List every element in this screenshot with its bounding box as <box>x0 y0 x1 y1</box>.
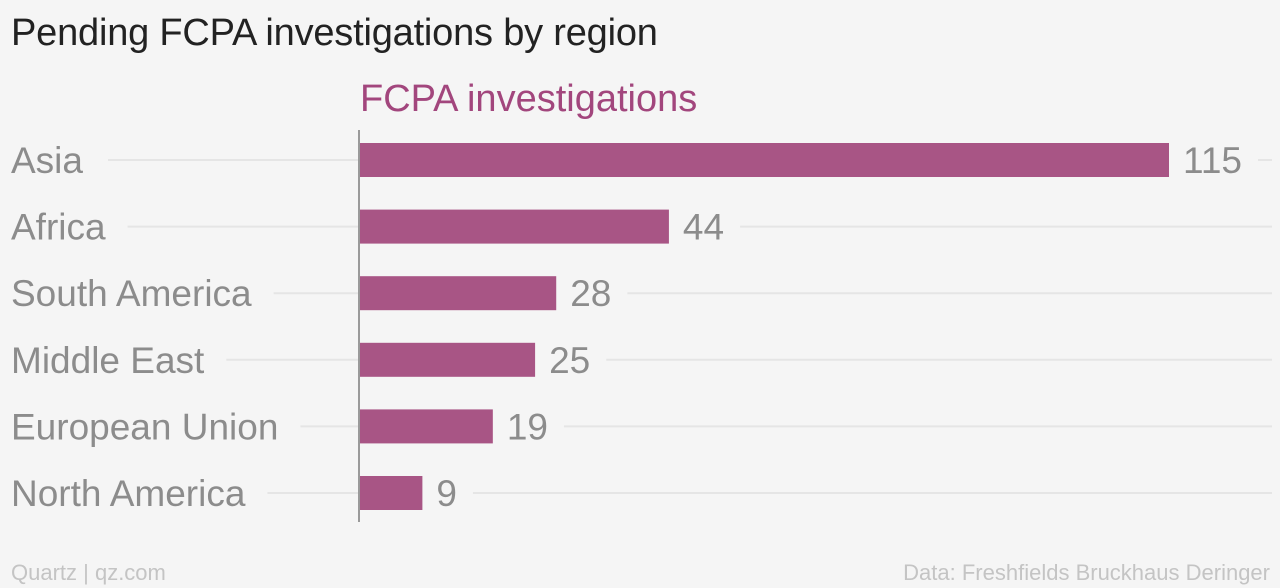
bar <box>359 276 557 311</box>
series-label: FCPA investigations <box>360 78 698 120</box>
chart-title: Pending FCPA investigations by region <box>11 12 658 54</box>
value-label: 25 <box>549 340 590 381</box>
footer-source: Data: Freshfields Bruckhaus Deringer <box>903 560 1270 585</box>
footer-credit: Quartz | qz.com <box>11 560 166 585</box>
value-label: 115 <box>1183 140 1242 181</box>
bars <box>359 143 1169 510</box>
value-label: 44 <box>683 207 724 248</box>
category-label: Africa <box>11 207 106 248</box>
category-label: North America <box>11 473 246 514</box>
category-label: Asia <box>11 140 83 181</box>
bar <box>359 209 669 244</box>
category-labels: Asia Africa South America Middle East Europe… <box>11 140 278 514</box>
gridlines <box>108 159 1272 494</box>
value-label: 9 <box>436 473 457 514</box>
category-label: Middle East <box>11 340 205 381</box>
value-label: 19 <box>507 406 548 447</box>
bar <box>359 143 1169 177</box>
bar <box>359 476 423 510</box>
category-label: South America <box>11 273 252 314</box>
category-label: European Union <box>11 406 278 447</box>
value-label: 28 <box>570 273 611 314</box>
bar <box>359 409 493 444</box>
bar <box>359 342 536 377</box>
